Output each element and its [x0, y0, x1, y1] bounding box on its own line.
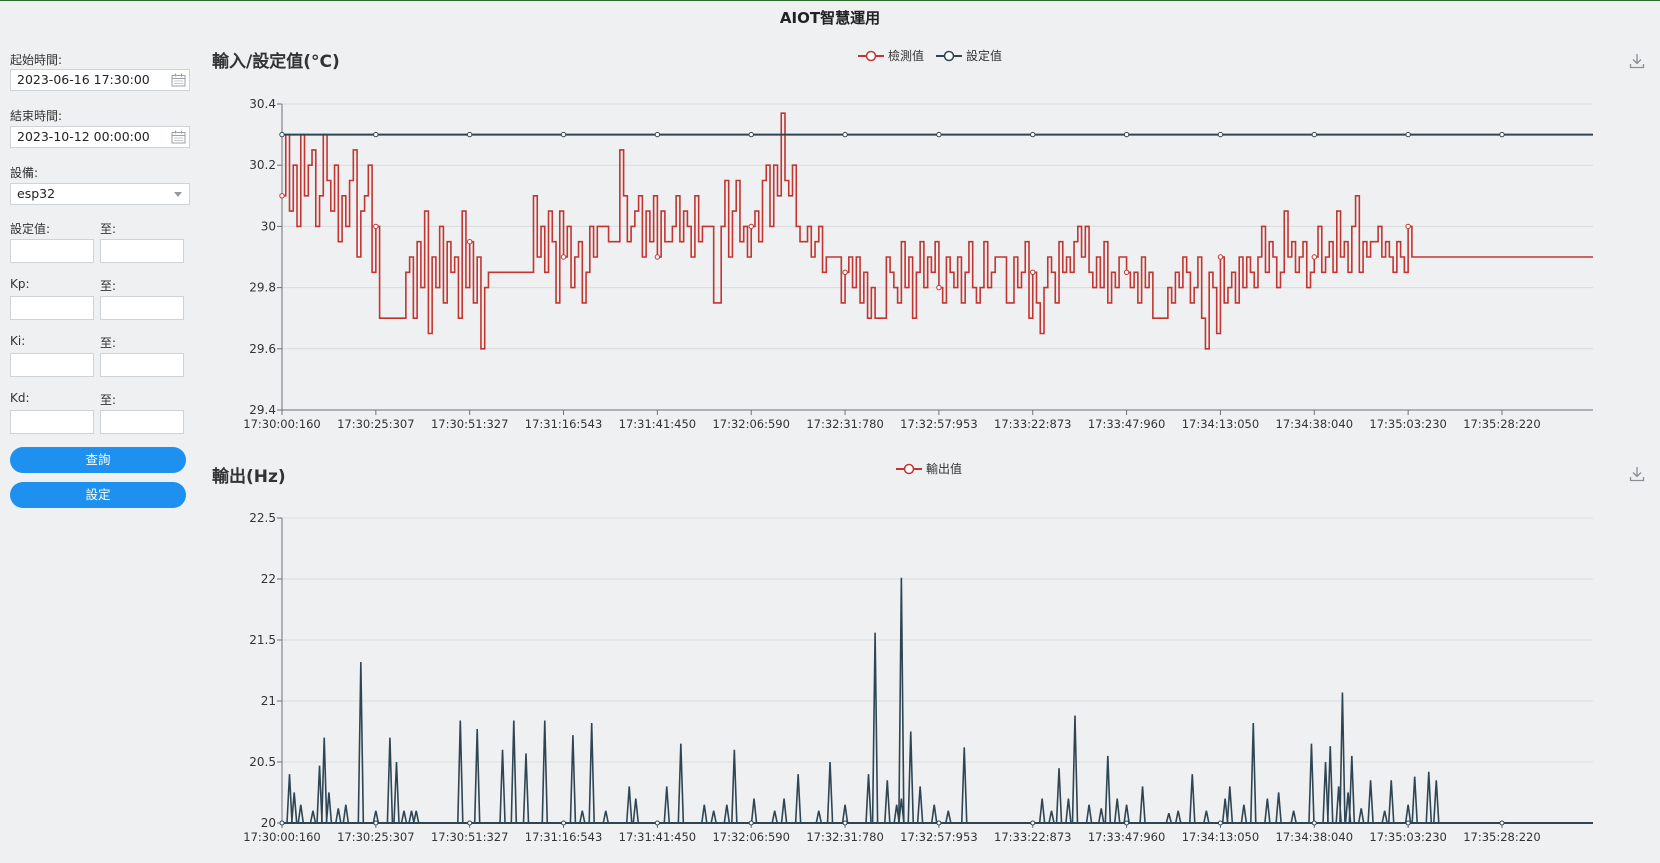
setpoint-to-label: 至: [100, 222, 117, 236]
download-icon[interactable] [1629, 466, 1645, 482]
x-tick-label: 17:35:28:220 [1463, 417, 1540, 431]
start-time-label: 起始時間: [10, 53, 63, 67]
data-point-setpoint [842, 131, 848, 138]
chart-title-output: 輸出(Hz) [212, 467, 286, 487]
data-point-measured [1217, 254, 1224, 260]
data-point-setpoint [466, 131, 473, 138]
app-title: AIOT智慧運用 [779, 9, 881, 27]
kp-to-label: 至: [100, 279, 117, 293]
x-tick-label: 17:32:06:590 [712, 417, 789, 431]
legend-item-output[interactable]: 輸出值 [896, 460, 962, 477]
end-time-input[interactable]: 2023-10-12 00:00:00 [10, 126, 190, 148]
setpoint-max-input[interactable] [100, 239, 184, 263]
data-point-setpoint [373, 131, 379, 138]
ki-label: Ki: [10, 334, 26, 348]
data-point-setpoint [1217, 131, 1224, 138]
data-point-setpoint [560, 131, 567, 138]
device-select[interactable]: esp32 [10, 183, 190, 205]
x-tick-label: 17:34:13:050 [1182, 417, 1259, 431]
device-label: 設備: [10, 166, 39, 180]
data-point-measured [560, 254, 567, 260]
legend-marker-measured [858, 50, 884, 61]
data-point-setpoint [936, 131, 942, 138]
data-point-measured [466, 239, 473, 245]
query-button[interactable]: 查詢 [10, 447, 186, 473]
x-tick-label: 17:30:00:160 [243, 417, 320, 431]
x-tick-label: 17:30:51:327 [431, 417, 508, 431]
data-point-measured [373, 223, 379, 230]
calendar-icon[interactable] [171, 73, 186, 87]
data-point-setpoint [1405, 131, 1411, 138]
x-tick-label: 17:30:25:307 [337, 417, 414, 431]
ki-to-label: 至: [100, 336, 117, 350]
data-point-measured [1123, 269, 1130, 275]
y-tick-label: 29.8 [249, 281, 276, 295]
y-tick-label: 29.4 [249, 403, 276, 417]
start-time-input[interactable]: 2023-06-16 17:30:00 [10, 69, 190, 91]
setpoint-label: 設定值: [10, 222, 51, 236]
y-tick-label: 30.4 [249, 97, 276, 111]
setpoint-min-input[interactable] [10, 239, 94, 263]
data-point-setpoint [1311, 131, 1317, 138]
data-point-setpoint [1123, 131, 1130, 138]
kp-max-input[interactable] [100, 296, 184, 320]
chart-legend-input: 檢測值 設定值 [858, 47, 1002, 64]
y-tick-label: 29.6 [249, 342, 276, 356]
set-button[interactable]: 設定 [10, 482, 186, 508]
x-tick-label: 17:32:57:953 [900, 417, 977, 431]
kp-label: Kp: [10, 277, 30, 291]
kp-min-input[interactable] [10, 296, 94, 320]
legend-marker-output [896, 463, 922, 474]
x-tick-label: 17:35:03:230 [1369, 417, 1446, 431]
data-point-measured [1030, 269, 1036, 275]
x-tick-label: 17:31:41:450 [619, 417, 696, 431]
data-point-setpoint [279, 131, 285, 138]
ki-max-input[interactable] [100, 353, 184, 377]
data-point-measured [842, 269, 848, 275]
x-tick-label: 17:32:31:780 [806, 417, 883, 431]
data-point-measured [1311, 254, 1317, 260]
kd-min-input[interactable] [10, 410, 94, 434]
data-point-setpoint [1030, 131, 1036, 138]
legend-label-setpoint: 設定值 [966, 49, 1003, 63]
x-tick-label: 17:31:16:543 [525, 417, 602, 431]
series-line-measured [282, 112, 1593, 350]
start-time-value: 2023-06-16 17:30:00 [17, 72, 150, 87]
end-time-value: 2023-10-12 00:00:00 [17, 129, 150, 144]
y-tick-label: 30.2 [249, 158, 276, 172]
chart-title-input: 輸入/設定值(°C) [212, 52, 340, 72]
data-point-measured [654, 254, 661, 260]
y-tick-label: 30 [261, 219, 276, 233]
kd-to-label: 至: [100, 393, 117, 407]
chart-legend-output: 輸出值 [896, 460, 962, 477]
legend-label-measured: 檢測值 [888, 49, 925, 63]
chevron-down-icon [174, 192, 182, 197]
ki-min-input[interactable] [10, 353, 94, 377]
x-tick-label: 17:33:22:873 [994, 417, 1071, 431]
legend-item-measured[interactable]: 檢測值 [858, 47, 924, 64]
x-tick-label: 17:33:47:960 [1088, 417, 1165, 431]
calendar-icon[interactable] [171, 130, 186, 144]
kd-label: Kd: [10, 391, 30, 405]
device-select-value: esp32 [17, 186, 56, 201]
legend-label-output: 輸出值 [926, 462, 963, 476]
x-tick-label: 17:34:38:040 [1276, 417, 1353, 431]
data-point-setpoint [1499, 131, 1505, 138]
data-point-measured [279, 193, 285, 199]
legend-item-setpoint[interactable]: 設定值 [936, 47, 1002, 64]
legend-marker-setpoint [936, 50, 963, 61]
data-point-setpoint [748, 131, 754, 138]
end-time-label: 結束時間: [10, 109, 63, 123]
data-point-measured [936, 284, 942, 291]
data-point-setpoint [654, 131, 661, 138]
data-point-measured [748, 223, 754, 230]
kd-max-input[interactable] [100, 410, 184, 434]
download-icon[interactable] [1629, 53, 1645, 69]
data-point-measured [1405, 223, 1411, 230]
